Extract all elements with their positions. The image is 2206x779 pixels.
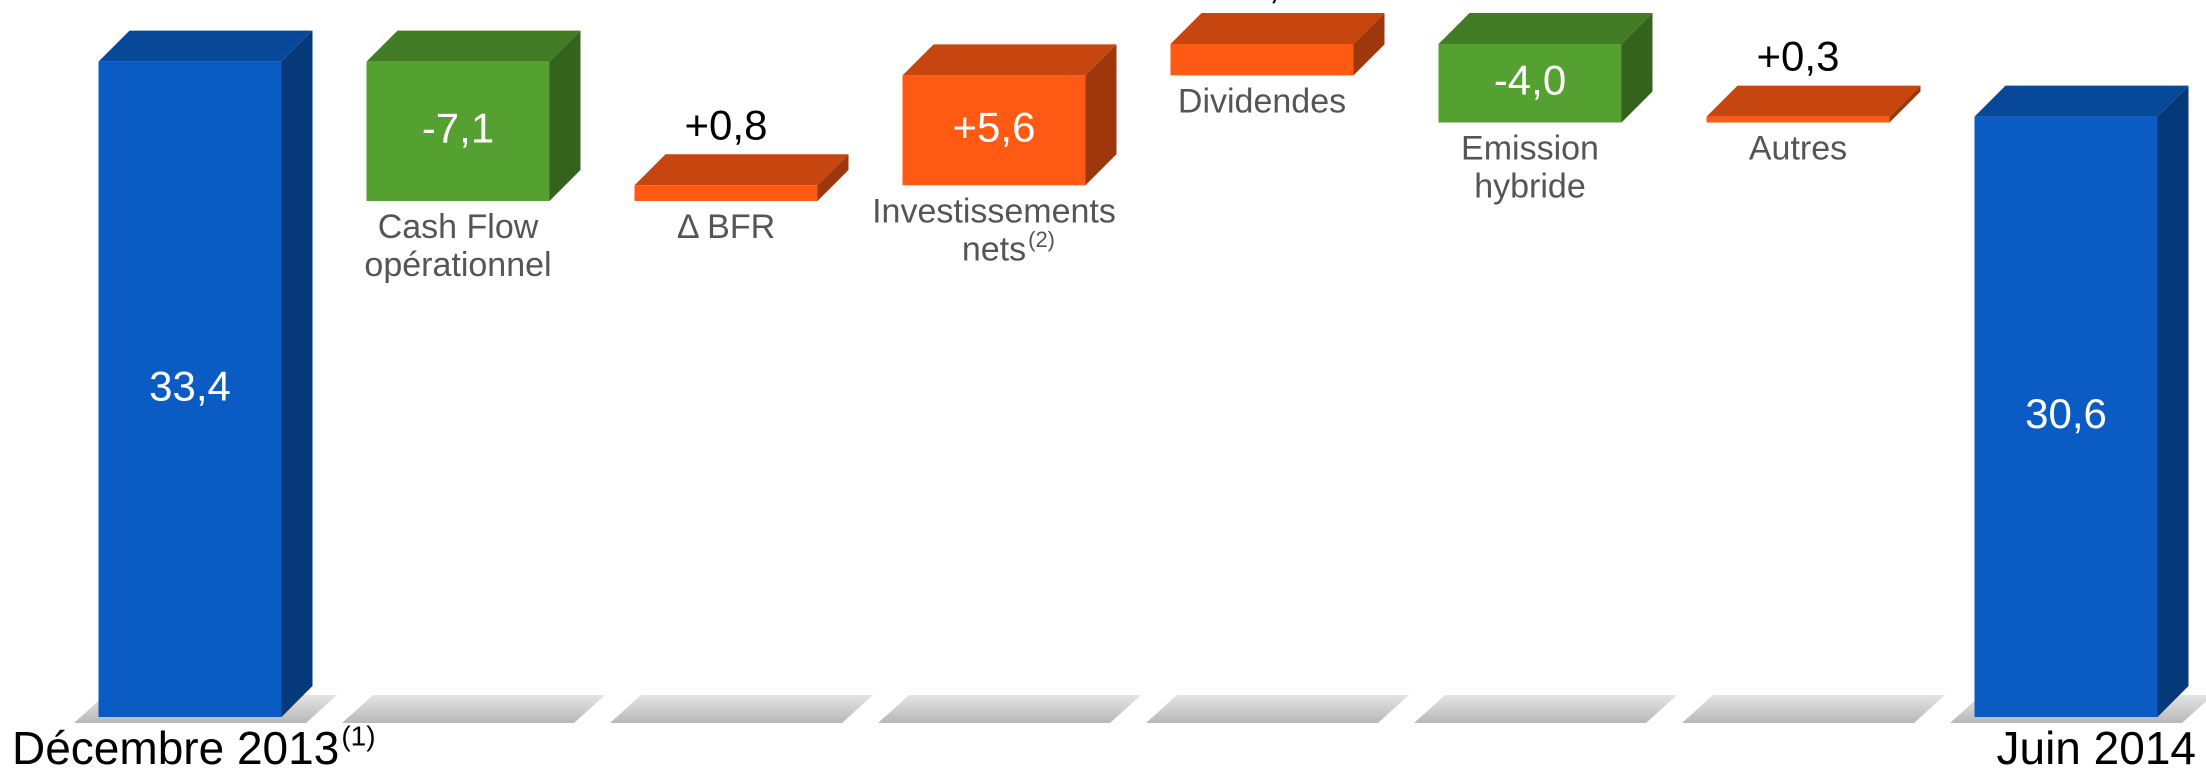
bar-side [2157,85,2189,718]
category-note: (2) [1028,227,1055,252]
bar-side [1353,13,1385,76]
bar-top [1974,85,2189,117]
floor-shadow [1682,695,1945,723]
value-label: +0,8 [685,101,768,148]
category-label: Cash Flow [378,208,539,246]
bar-top [1438,13,1653,44]
bar-top [902,44,1117,76]
category-label: Juin 2014 [1997,722,2197,774]
category-label: opérationnel [364,246,551,284]
value-label: +0,3 [1757,33,1840,80]
bar [1974,116,2158,718]
value-label: -7,1 [422,104,494,151]
category-label: Investissements [872,192,1116,230]
value-label: +5,6 [953,103,1036,150]
value-label: +1,6 [1221,0,1304,7]
category-label: hybride [1474,167,1586,205]
bar-side [281,30,313,718]
bar [98,61,282,718]
category-label: nets [962,230,1026,268]
bar-top [1170,13,1385,44]
bar [1170,44,1354,76]
bar [1438,44,1622,123]
category-label: Δ BFR [677,208,775,246]
bar-side [1085,44,1117,186]
floor-shadow [1414,695,1677,723]
floor-shadow [878,695,1141,723]
category-label: Emission [1461,129,1599,167]
bar-top [1706,85,1921,117]
bar [902,75,1086,186]
bar-side [1621,13,1653,123]
value-label: 33,4 [149,362,231,409]
floor-shadow [610,695,873,723]
category-note: (1) [341,720,375,751]
bar-side [549,30,581,201]
bar-top [366,30,581,62]
bar-top [98,30,313,62]
value-label: -4,0 [1494,56,1566,103]
bar [1706,116,1890,123]
bar-top [634,154,849,186]
bar-side [817,154,849,201]
value-label: 30,6 [2025,390,2107,437]
floor-shadow [1146,695,1409,723]
category-label: Autres [1749,129,1847,167]
bar [634,185,818,201]
bar-side [1889,85,1921,123]
floor-shadow [342,695,605,723]
bar [366,61,550,201]
category-label: Décembre 2013 [12,722,339,774]
category-label: Dividendes [1178,82,1346,120]
